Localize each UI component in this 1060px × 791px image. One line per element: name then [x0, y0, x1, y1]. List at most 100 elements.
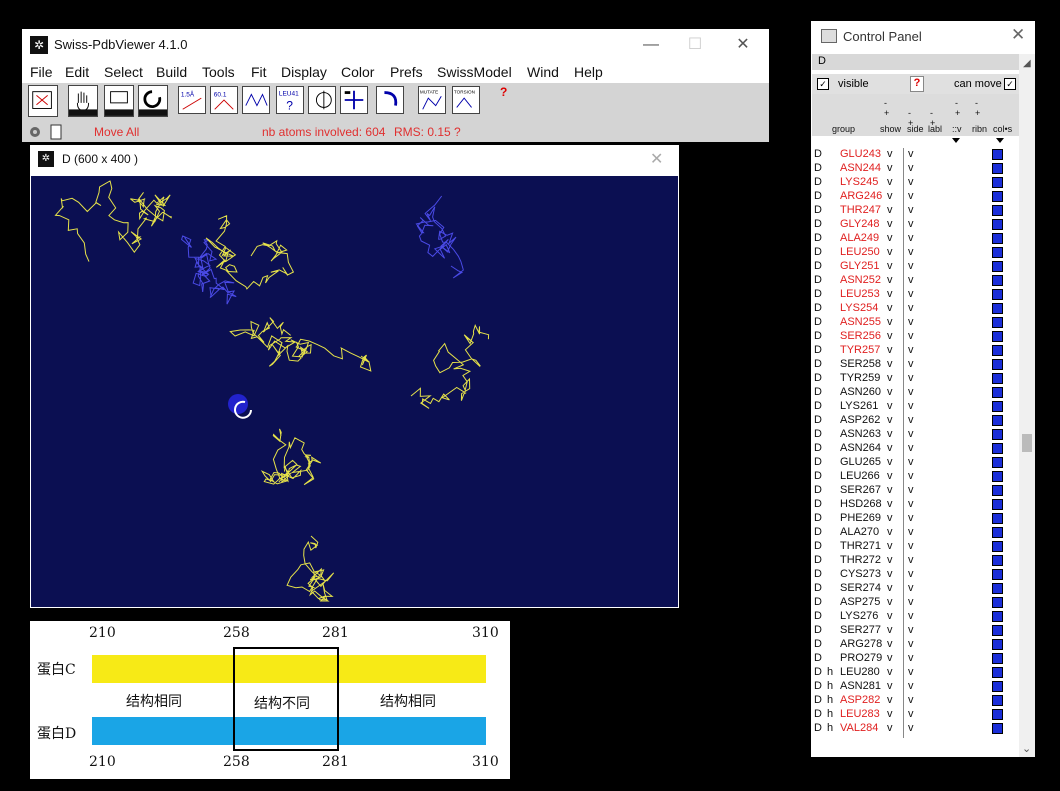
row-show-flag[interactable]: v: [887, 414, 893, 426]
row-residue[interactable]: LEU283: [840, 708, 880, 720]
row-show-flag[interactable]: v: [887, 302, 893, 314]
row-color-swatch[interactable]: [992, 289, 1003, 300]
row-side-flag[interactable]: v: [908, 162, 914, 174]
row-residue[interactable]: LEU250: [840, 246, 880, 258]
row-side-flag[interactable]: v: [908, 414, 914, 426]
row-residue[interactable]: ALA270: [840, 526, 880, 538]
row-color-swatch[interactable]: [992, 513, 1003, 524]
list-item[interactable]: D ASP262 v v: [812, 414, 1019, 428]
row-residue[interactable]: LEU253: [840, 288, 880, 300]
label-tool-icon[interactable]: LEU41?: [276, 86, 304, 114]
row-residue[interactable]: TYR257: [840, 344, 881, 356]
row-show-flag[interactable]: v: [887, 274, 893, 286]
row-show-flag[interactable]: v: [887, 568, 893, 580]
row-color-swatch[interactable]: [992, 191, 1003, 202]
row-color-swatch[interactable]: [992, 611, 1003, 622]
row-show-flag[interactable]: v: [887, 442, 893, 454]
row-residue[interactable]: LYS245: [840, 176, 879, 188]
menu-file[interactable]: File: [30, 64, 53, 80]
list-item[interactable]: D THR271 v v: [812, 540, 1019, 554]
list-item[interactable]: D SER274 v v: [812, 582, 1019, 596]
header-labl[interactable]: labl: [928, 124, 943, 134]
list-item[interactable]: D SER256 v v: [812, 330, 1019, 344]
row-color-swatch[interactable]: [992, 149, 1003, 160]
row-side-flag[interactable]: v: [908, 484, 914, 496]
row-color-swatch[interactable]: [992, 457, 1003, 468]
list-item[interactable]: D ASN244 v v: [812, 162, 1019, 176]
row-residue[interactable]: CYS273: [840, 568, 881, 580]
list-item[interactable]: D LYS245 v v: [812, 176, 1019, 190]
row-residue[interactable]: HSD268: [840, 498, 882, 510]
list-item[interactable]: D PRO279 v v: [812, 652, 1019, 666]
menu-fit[interactable]: Fit: [251, 64, 267, 80]
row-show-flag[interactable]: v: [887, 470, 893, 482]
row-color-swatch[interactable]: [992, 695, 1003, 706]
row-side-flag[interactable]: v: [908, 666, 914, 678]
row-side-flag[interactable]: v: [908, 176, 914, 188]
row-residue[interactable]: SER274: [840, 582, 881, 594]
row-show-flag[interactable]: v: [887, 652, 893, 664]
row-side-flag[interactable]: v: [908, 428, 914, 440]
scroll-up-icon[interactable]: ◢: [1023, 58, 1031, 69]
row-color-swatch[interactable]: [992, 261, 1003, 272]
row-residue[interactable]: ARG246: [840, 190, 883, 202]
row-show-flag[interactable]: v: [887, 498, 893, 510]
row-color-swatch[interactable]: [992, 555, 1003, 566]
visible-checkbox[interactable]: ✓: [817, 78, 829, 90]
row-color-swatch[interactable]: [992, 219, 1003, 230]
menu-tools[interactable]: Tools: [202, 64, 235, 80]
list-item[interactable]: D ALA270 v v: [812, 526, 1019, 540]
row-side-flag[interactable]: v: [908, 722, 914, 734]
control-panel-close-button[interactable]: ✕: [1011, 25, 1026, 44]
list-item[interactable]: D ARG278 v v: [812, 638, 1019, 652]
list-item[interactable]: D LEU253 v v: [812, 288, 1019, 302]
can-move-checkbox[interactable]: ✓: [1004, 78, 1016, 90]
reset-view-icon[interactable]: [28, 85, 58, 117]
row-residue[interactable]: ASN252: [840, 274, 881, 286]
angle-tool-icon[interactable]: 60.1: [210, 86, 238, 114]
list-item[interactable]: D ASP275 v v: [812, 596, 1019, 610]
row-side-flag[interactable]: v: [908, 442, 914, 454]
row-side-flag[interactable]: v: [908, 260, 914, 272]
row-residue[interactable]: ASN255: [840, 316, 881, 328]
row-show-flag[interactable]: v: [887, 610, 893, 622]
row-color-swatch[interactable]: [992, 415, 1003, 426]
minimize-button[interactable]: —: [643, 36, 659, 53]
list-item[interactable]: D ARG246 v v: [812, 190, 1019, 204]
row-show-flag[interactable]: v: [887, 358, 893, 370]
vertical-scrollbar[interactable]: ◢ ⌄: [1019, 54, 1035, 757]
row-color-swatch[interactable]: [992, 359, 1003, 370]
row-residue[interactable]: ASN263: [840, 428, 881, 440]
fit-screen-icon[interactable]: [340, 86, 368, 114]
row-side-flag[interactable]: v: [908, 694, 914, 706]
list-item[interactable]: D LYS261 v v: [812, 400, 1019, 414]
row-residue[interactable]: ASN264: [840, 442, 881, 454]
row-color-swatch[interactable]: [992, 317, 1003, 328]
row-residue[interactable]: GLU243: [840, 148, 881, 160]
row-show-flag[interactable]: v: [887, 148, 893, 160]
row-side-flag[interactable]: v: [908, 610, 914, 622]
row-side-flag[interactable]: v: [908, 540, 914, 552]
list-item[interactable]: D LEU250 v v: [812, 246, 1019, 260]
row-color-swatch[interactable]: [992, 205, 1003, 216]
row-show-flag[interactable]: v: [887, 484, 893, 496]
row-color-swatch[interactable]: [992, 485, 1003, 496]
row-side-flag[interactable]: v: [908, 568, 914, 580]
menu-help[interactable]: Help: [574, 64, 603, 80]
move-hand-icon[interactable]: [68, 85, 98, 117]
header-group[interactable]: group: [832, 124, 856, 134]
help-icon[interactable]: ?: [500, 85, 508, 99]
row-side-flag[interactable]: v: [908, 456, 914, 468]
row-show-flag[interactable]: v: [887, 708, 893, 720]
row-residue[interactable]: THR271: [840, 540, 881, 552]
list-item[interactable]: D ASN264 v v: [812, 442, 1019, 456]
distance-tool-icon[interactable]: 1.5Å: [178, 86, 206, 114]
row-show-flag[interactable]: v: [887, 596, 893, 608]
row-show-flag[interactable]: v: [887, 638, 893, 650]
row-residue[interactable]: ARG278: [840, 638, 883, 650]
row-side-flag[interactable]: v: [908, 680, 914, 692]
row-side-flag[interactable]: v: [908, 498, 914, 510]
